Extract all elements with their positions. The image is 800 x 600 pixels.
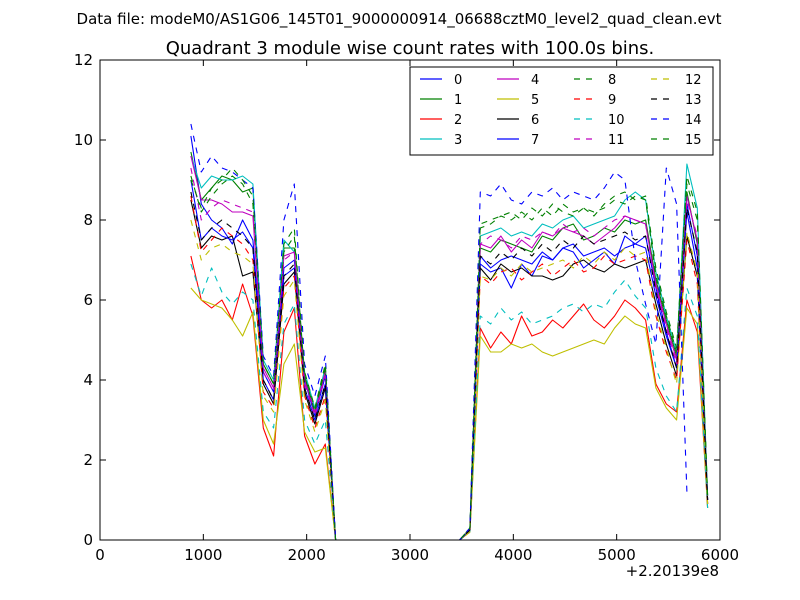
legend-label-14: 14 <box>685 113 702 128</box>
legend-label-6: 6 <box>531 113 539 128</box>
legend-label-9: 9 <box>608 93 616 108</box>
legend-label-3: 3 <box>454 133 462 148</box>
y-tick-label: 8 <box>83 211 93 229</box>
x-tick-label: 3000 <box>391 546 429 564</box>
legend-label-8: 8 <box>608 73 616 88</box>
legend-label-0: 0 <box>454 73 462 88</box>
y-tick-label: 4 <box>83 371 93 389</box>
series-line-9 <box>190 195 709 541</box>
series-line-2 <box>190 255 709 541</box>
x-tick-label: 6000 <box>701 546 739 564</box>
series-line-4 <box>190 155 709 541</box>
series-line-8 <box>190 175 709 541</box>
legend-label-10: 10 <box>608 113 625 128</box>
series-line-15 <box>190 167 709 541</box>
legend-label-12: 12 <box>685 73 702 88</box>
series-line-7 <box>190 179 709 541</box>
legend-label-2: 2 <box>454 113 462 128</box>
series-line-12 <box>190 219 709 541</box>
legend-box <box>409 66 714 156</box>
x-tick-label: 0 <box>95 546 105 564</box>
x-tick-label: 4000 <box>494 546 532 564</box>
series-line-5 <box>190 287 709 541</box>
x-tick-label: 5000 <box>598 546 636 564</box>
series-line-10 <box>190 263 709 541</box>
legend-label-5: 5 <box>531 93 539 108</box>
legend-label-11: 11 <box>608 133 625 148</box>
y-tick-label: 6 <box>83 291 93 309</box>
y-tick-label: 12 <box>74 51 93 69</box>
legend-label-4: 4 <box>531 73 539 88</box>
suptitle: Data file: modeM0/AS1G06_145T01_90000009… <box>77 10 722 29</box>
legend-label-7: 7 <box>531 133 539 148</box>
y-tick-label: 10 <box>74 131 93 149</box>
legend-label-13: 13 <box>685 93 702 108</box>
x-offset-label: +2.20139e8 <box>626 562 719 580</box>
x-tick-label: 1000 <box>184 546 222 564</box>
series-line-1 <box>190 151 709 541</box>
x-tick-label: 2000 <box>288 546 326 564</box>
series-line-3 <box>190 155 709 541</box>
y-tick-label: 0 <box>83 531 93 549</box>
legend-label-1: 1 <box>454 93 462 108</box>
chart-title: Quadrant 3 module wise count rates with … <box>166 38 655 59</box>
legend-label-15: 15 <box>685 133 702 148</box>
y-tick-label: 2 <box>83 451 93 469</box>
